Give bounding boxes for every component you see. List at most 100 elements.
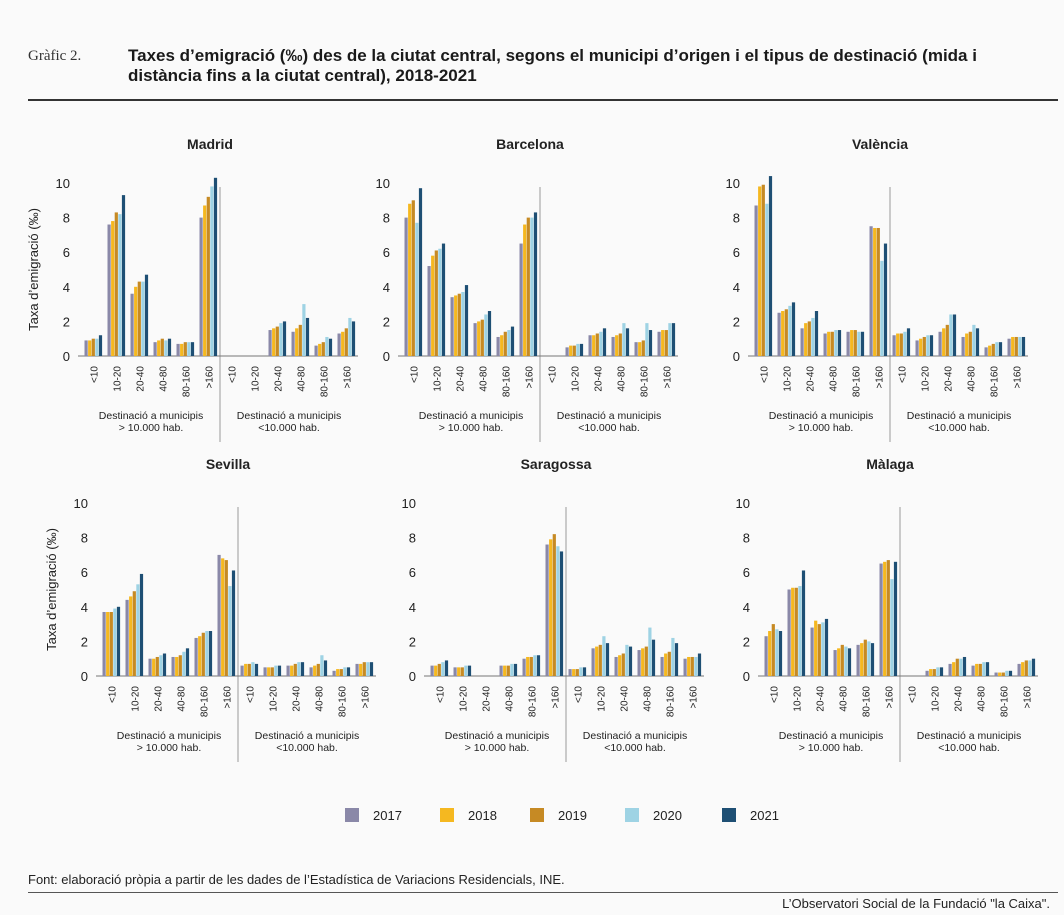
x-tick-label-5-1-3: 40-80 (977, 686, 988, 712)
x-tick-label-5-0-2: 20-40 (816, 686, 827, 712)
x-tick-label-4-1-1: 10-20 (597, 686, 608, 712)
x-tick-label-0-1-1: 10-20 (251, 366, 262, 392)
bar-3-1-4-0 (332, 670, 336, 676)
bar-5-0-0-3 (775, 629, 779, 676)
bar-5-1-1-4 (939, 667, 944, 676)
panel-title-2: València (852, 136, 908, 152)
x-tick-label-4-1-5: >160 (689, 686, 700, 709)
bar-5-0-4-4 (870, 643, 875, 676)
bar-2-0-0-4 (768, 176, 773, 356)
bar-1-0-3-3 (484, 314, 488, 356)
bar-0-1-4-3 (325, 336, 329, 356)
bar-4-1-0-2 (575, 669, 579, 676)
bar-4-1-2-2 (621, 653, 625, 676)
bar-5-0-2-2 (817, 624, 821, 676)
bar-0-1-2-0 (268, 330, 272, 356)
y-tick-label-5-1: 2 (743, 634, 750, 649)
bar-4-0-5-3 (556, 546, 560, 676)
bar-2-0-0-1 (758, 186, 762, 356)
bar-2-0-5-4 (883, 243, 888, 356)
bar-3-0-2-0 (148, 658, 152, 676)
bar-5-1-2-3 (959, 658, 963, 676)
bar-2-1-0-0 (892, 335, 896, 356)
bar-5-1-1-1 (929, 669, 933, 676)
bar-1-0-2-0 (450, 297, 454, 356)
bar-3-0-3-3 (182, 651, 186, 676)
x-tick-label-2-0-2: 20-40 (806, 366, 817, 392)
bar-5-0-4-3 (867, 641, 871, 676)
bar-5-0-0-4 (778, 631, 783, 676)
bar-5-1-2-1 (952, 662, 956, 676)
y-tick-label-1-5: 10 (376, 176, 390, 191)
bar-2-1-3-1 (965, 333, 969, 356)
group-label-2-1-1: <10.000 hab. (928, 422, 990, 434)
bar-2-0-2-4 (814, 311, 819, 356)
bar-0-1-2-1 (272, 328, 276, 356)
bar-5-1-5-4 (1031, 658, 1036, 676)
group-label-5-0-1: > 10.000 hab. (799, 742, 864, 754)
bar-1-0-0-0 (404, 217, 408, 356)
bar-3-1-2-0 (286, 665, 290, 676)
x-tick-label-0-1-3: 40-80 (297, 366, 308, 392)
x-tick-label-1-1-5: >160 (663, 366, 674, 389)
y-tick-label-1-3: 6 (383, 245, 390, 260)
bar-1-0-1-3 (438, 248, 442, 356)
bar-1-1-1-2 (572, 345, 576, 356)
x-tick-label-2-1-4: 80-160 (990, 366, 1001, 398)
x-tick-label-5-1-2: 20-40 (954, 686, 965, 712)
bar-2-0-4-2 (853, 330, 857, 356)
bar-5-0-5-2 (886, 560, 890, 676)
y-tick-label-4-5: 10 (402, 496, 416, 511)
x-tick-label-2-0-0: <10 (760, 366, 771, 383)
x-tick-label-5-0-1: 10-20 (793, 686, 804, 712)
bar-3-1-2-3 (297, 662, 301, 676)
bar-2-1-3-0 (961, 336, 965, 356)
group-label-5-0-0: Destinació a municipis (779, 730, 883, 742)
bar-3-0-5-1 (221, 558, 225, 676)
y-tick-label-5-3: 6 (743, 565, 750, 580)
bar-2-1-1-0 (915, 340, 919, 356)
bar-4-0-1-4 (467, 665, 472, 676)
bar-3-1-0-0 (240, 665, 244, 676)
bar-1-0-0-1 (408, 203, 412, 356)
bar-0-1-4-2 (321, 342, 325, 356)
bar-1-0-1-4 (441, 243, 446, 356)
bar-0-0-3-0 (153, 342, 157, 356)
bar-5-0-3-1 (837, 648, 841, 676)
bar-2-1-0-1 (896, 333, 900, 356)
bar-0-0-1-2 (114, 212, 118, 356)
bar-1-1-1-4 (579, 343, 584, 356)
bar-0-0-2-2 (137, 281, 141, 356)
x-tick-label-5-0-4: 80-160 (862, 686, 873, 718)
y-tick-label-2-1: 2 (733, 314, 740, 329)
bar-0-1-3-2 (298, 324, 302, 356)
bar-4-1-4-2 (667, 651, 671, 676)
bar-3-0-1-2 (132, 591, 136, 676)
bar-2-1-5-0 (1007, 338, 1011, 356)
bar-4-1-3-4 (651, 639, 656, 676)
bar-1-1-1-3 (576, 343, 580, 356)
bar-3-0-4-0 (194, 637, 198, 676)
bar-5-0-3-3 (844, 646, 848, 676)
bar-3-1-3-4 (323, 660, 328, 676)
y-tick-label-3-0: 0 (81, 669, 88, 684)
x-tick-label-5-1-0: <10 (908, 686, 919, 703)
bar-4-1-3-3 (648, 627, 652, 676)
bar-1-1-5-2 (664, 330, 668, 356)
bar-4-1-3-2 (644, 646, 648, 676)
group-label-4-0-1: > 10.000 hab. (465, 742, 530, 754)
group-label-2-0-1: > 10.000 hab. (789, 422, 854, 434)
bar-4-0-0-1 (434, 665, 438, 676)
bar-1-1-4-3 (645, 323, 649, 356)
bar-1-1-2-4 (602, 328, 607, 356)
bar-5-0-5-3 (890, 579, 894, 676)
bar-3-0-5-2 (224, 560, 228, 676)
bar-3-0-1-1 (129, 596, 133, 676)
bar-1-1-3-0 (611, 336, 615, 356)
bar-4-0-3-1 (503, 665, 507, 676)
bar-0-0-0-4 (98, 335, 103, 356)
bar-2-0-3-0 (823, 333, 827, 356)
panel-title-5: Màlaga (866, 456, 914, 472)
bar-2-1-0-3 (903, 331, 907, 356)
bar-4-0-1-2 (460, 667, 464, 676)
